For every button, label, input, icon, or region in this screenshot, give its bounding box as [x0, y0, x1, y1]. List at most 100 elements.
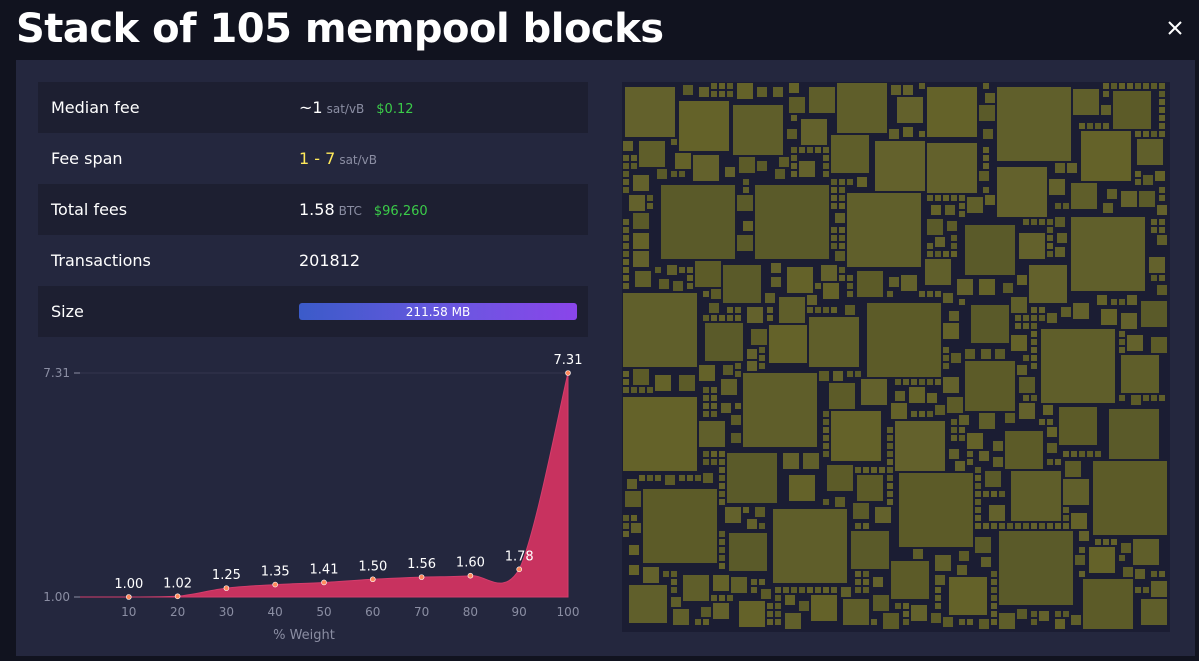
transaction-block: [787, 129, 797, 139]
transaction-block: [735, 363, 741, 369]
transaction-block: [1159, 83, 1165, 89]
transaction-block: [1047, 227, 1053, 233]
transaction-block: [1149, 257, 1165, 273]
transaction-block: [997, 167, 1047, 217]
transaction-block: [979, 619, 989, 629]
transaction-block: [903, 127, 913, 137]
transaction-block: [679, 171, 685, 177]
transaction-block: [1137, 139, 1163, 165]
transaction-block: [1089, 547, 1115, 573]
transaction-block: [823, 147, 829, 153]
transaction-block: [1095, 123, 1101, 129]
transaction-block: [623, 371, 629, 377]
transaction-block: [703, 395, 709, 401]
transaction-block: [799, 601, 809, 611]
x-axis-ticks: 10 20 30 40 50 60 70 80 90 100: [121, 605, 579, 619]
transaction-block: [935, 587, 941, 593]
transaction-block: [943, 323, 959, 339]
transaction-block: [979, 279, 995, 295]
transaction-block: [623, 397, 697, 471]
total-fees-label: Total fees: [38, 200, 299, 219]
transaction-block: [1031, 363, 1037, 369]
transaction-block: [935, 603, 941, 609]
transaction-block: [1095, 539, 1101, 545]
transaction-block: [959, 619, 965, 625]
data-label: 7.31: [554, 353, 583, 368]
x-tick-label: 60: [365, 605, 380, 619]
transaction-block: [999, 531, 1073, 605]
transaction-block: [1143, 175, 1153, 185]
close-button[interactable]: [1165, 18, 1185, 38]
transaction-block: [983, 83, 989, 89]
transaction-block: [1159, 195, 1165, 201]
transaction-block: [711, 403, 717, 409]
transaction-block: [913, 549, 923, 559]
total-fees-fiat: $96,260: [374, 204, 428, 219]
transaction-block: [1159, 571, 1165, 577]
transaction-block: [975, 475, 981, 481]
transaction-block: [983, 155, 989, 161]
transaction-block: [661, 185, 735, 259]
transaction-block: [847, 179, 853, 185]
transaction-block: [983, 147, 989, 153]
transaction-block: [979, 105, 995, 121]
transaction-block: [789, 97, 805, 113]
transaction-block: [947, 397, 963, 413]
transaction-block: [831, 135, 869, 173]
transaction-block: [1087, 123, 1093, 129]
transaction-block: [989, 505, 1005, 521]
transaction-block: [887, 443, 893, 449]
transaction-block: [991, 603, 997, 609]
transaction-block: [631, 155, 637, 161]
transaction-block: [1039, 523, 1045, 529]
transaction-block: [1135, 179, 1141, 185]
size-label: Size: [38, 302, 299, 321]
transaction-block: [623, 155, 629, 161]
transaction-block: [887, 451, 893, 457]
transaction-block: [975, 507, 981, 513]
transaction-block: [747, 519, 757, 529]
transaction-block: [1155, 171, 1165, 181]
transaction-block: [991, 611, 997, 617]
transaction-block: [657, 169, 667, 179]
transaction-block: [771, 263, 781, 273]
transaction-block: [1055, 619, 1065, 629]
transaction-block: [965, 361, 1015, 411]
transaction-block: [1031, 611, 1037, 617]
transaction-block: [1111, 83, 1117, 89]
transaction-block: [719, 315, 725, 321]
transaction-block: [1081, 131, 1131, 181]
transaction-block: [815, 283, 821, 289]
transaction-block: [725, 507, 741, 523]
transaction-block: [721, 379, 737, 395]
transaction-block: [1079, 451, 1085, 457]
transaction-block: [1079, 571, 1085, 577]
transaction-block: [1151, 83, 1157, 89]
transaction-block: [991, 571, 997, 577]
transactions-label: Transactions: [38, 251, 299, 270]
transaction-block: [1047, 459, 1053, 465]
transaction-block: [767, 619, 773, 625]
transaction-block: [855, 371, 861, 377]
transaction-block: [647, 387, 653, 393]
data-label: 1.56: [407, 557, 436, 572]
transaction-block: [1119, 83, 1125, 89]
transaction-block: [853, 503, 869, 519]
transaction-block: [1015, 523, 1021, 529]
transaction-block: [823, 451, 829, 457]
transaction-block: [629, 565, 639, 575]
transaction-block: [1151, 227, 1157, 233]
transaction-block: [719, 83, 725, 89]
transaction-block: [719, 475, 725, 481]
transaction-block: [857, 475, 883, 501]
transaction-block: [639, 475, 645, 481]
transaction-block: [1121, 191, 1137, 207]
transaction-block: [1071, 217, 1145, 291]
transaction-block: [999, 613, 1015, 629]
transaction-block: [831, 587, 837, 593]
transaction-block: [951, 353, 961, 363]
transaction-block: [737, 235, 753, 251]
transaction-block: [835, 213, 845, 223]
transaction-block: [807, 295, 817, 305]
transaction-block: [943, 355, 949, 361]
